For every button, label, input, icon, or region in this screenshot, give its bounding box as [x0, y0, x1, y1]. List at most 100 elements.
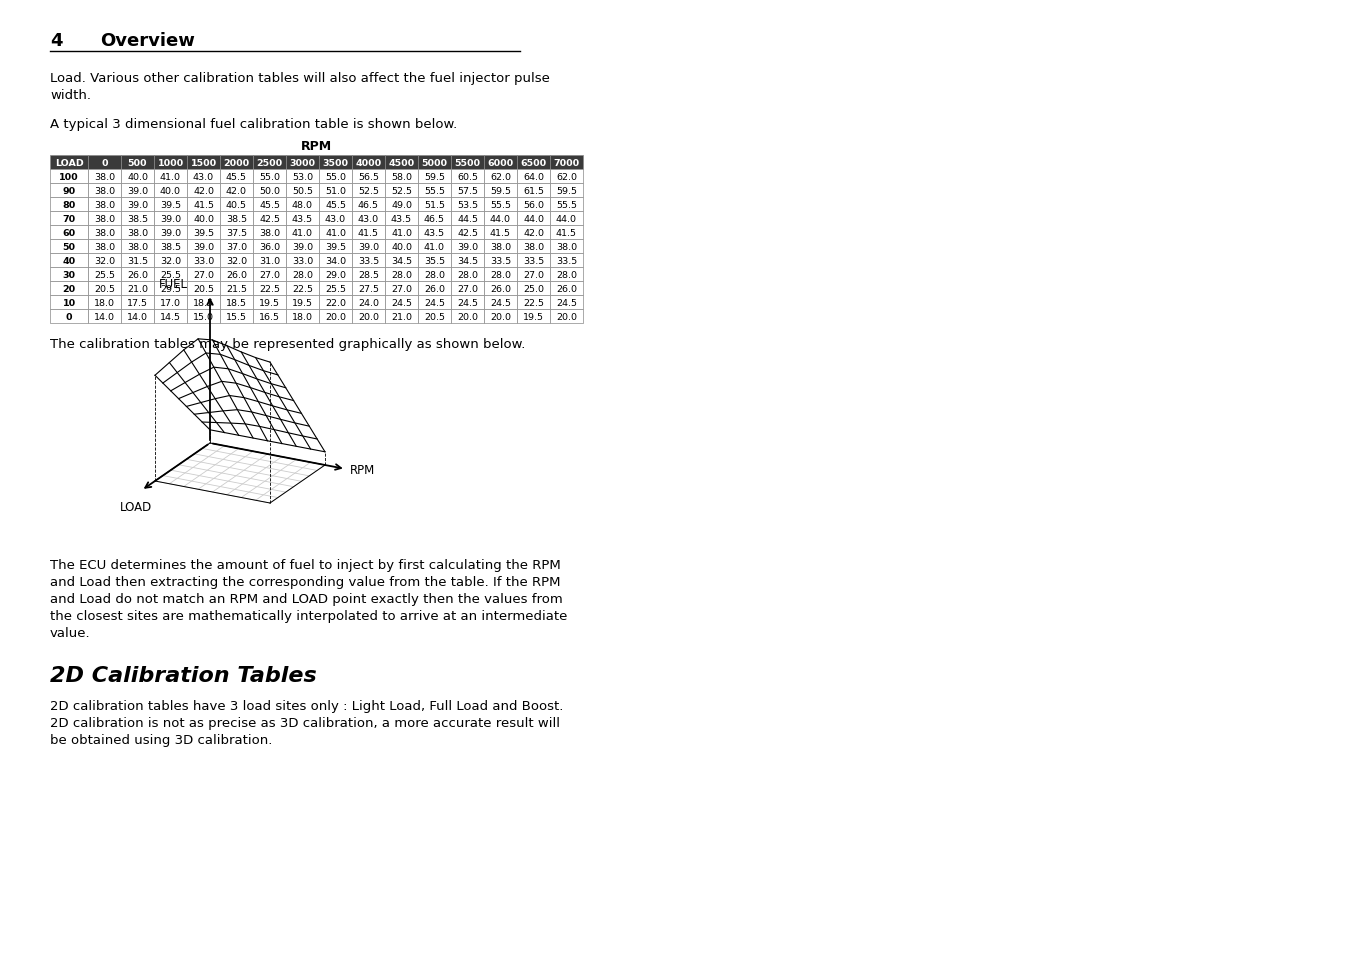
Text: 39.0: 39.0 — [159, 214, 181, 223]
Text: 53.5: 53.5 — [457, 200, 478, 210]
Bar — [353, 170, 385, 184]
Text: 2500: 2500 — [257, 158, 282, 168]
Bar — [88, 184, 122, 198]
Text: 14.5: 14.5 — [159, 313, 181, 321]
Bar — [484, 170, 517, 184]
Text: 18.5: 18.5 — [193, 298, 213, 307]
Bar — [286, 282, 319, 295]
Bar — [122, 295, 154, 310]
Bar — [154, 310, 186, 324]
Text: 39.0: 39.0 — [457, 242, 478, 252]
Bar — [417, 268, 451, 282]
Text: 42.0: 42.0 — [523, 229, 544, 237]
Text: 34.0: 34.0 — [326, 256, 346, 265]
Bar — [286, 295, 319, 310]
Bar — [122, 198, 154, 212]
Text: 46.5: 46.5 — [424, 214, 444, 223]
Text: 2D Calibration Tables: 2D Calibration Tables — [50, 665, 316, 685]
Bar — [319, 212, 353, 226]
Text: 41.5: 41.5 — [557, 229, 577, 237]
Text: 52.5: 52.5 — [390, 186, 412, 195]
Text: 19.5: 19.5 — [259, 298, 280, 307]
Text: 41.0: 41.0 — [424, 242, 444, 252]
Bar — [220, 226, 253, 240]
Bar — [385, 170, 417, 184]
Bar — [50, 198, 88, 212]
Bar — [220, 156, 253, 170]
Bar — [186, 295, 220, 310]
Text: 38.0: 38.0 — [557, 242, 577, 252]
Text: 500: 500 — [128, 158, 147, 168]
Bar — [50, 156, 88, 170]
Bar — [253, 240, 286, 253]
Text: and Load then extracting the corresponding value from the table. If the RPM: and Load then extracting the correspondi… — [50, 576, 561, 588]
Text: 15.0: 15.0 — [193, 313, 213, 321]
Text: 40.0: 40.0 — [390, 242, 412, 252]
Bar — [286, 240, 319, 253]
Text: 60.5: 60.5 — [457, 172, 478, 181]
Text: 26.0: 26.0 — [557, 284, 577, 294]
Bar — [88, 170, 122, 184]
Bar — [484, 253, 517, 268]
Text: 22.5: 22.5 — [523, 298, 544, 307]
Bar — [319, 226, 353, 240]
Text: 38.0: 38.0 — [95, 242, 115, 252]
Bar — [385, 212, 417, 226]
Text: 21.0: 21.0 — [390, 313, 412, 321]
Text: 38.5: 38.5 — [159, 242, 181, 252]
Text: 28.0: 28.0 — [424, 271, 444, 279]
Text: 43.5: 43.5 — [292, 214, 313, 223]
Bar — [88, 295, 122, 310]
Text: 33.5: 33.5 — [358, 256, 380, 265]
Bar — [517, 226, 550, 240]
Bar — [50, 226, 88, 240]
Bar — [417, 184, 451, 198]
Text: 36.0: 36.0 — [259, 242, 280, 252]
Text: 43.5: 43.5 — [424, 229, 444, 237]
Bar — [385, 226, 417, 240]
Bar — [353, 156, 385, 170]
Text: 0: 0 — [101, 158, 108, 168]
Bar — [385, 295, 417, 310]
Text: 5000: 5000 — [422, 158, 447, 168]
Bar — [122, 268, 154, 282]
Text: 42.0: 42.0 — [193, 186, 213, 195]
Text: 38.0: 38.0 — [127, 242, 149, 252]
Bar — [550, 170, 584, 184]
Bar — [417, 240, 451, 253]
Text: 6500: 6500 — [520, 158, 547, 168]
Bar — [550, 212, 584, 226]
Text: 40.0: 40.0 — [127, 172, 149, 181]
Text: 27.0: 27.0 — [523, 271, 544, 279]
Text: 80: 80 — [62, 200, 76, 210]
Text: 4: 4 — [50, 32, 62, 50]
Bar — [484, 295, 517, 310]
Bar — [154, 295, 186, 310]
Text: 24.5: 24.5 — [557, 298, 577, 307]
Text: 32.0: 32.0 — [159, 256, 181, 265]
Text: 5500: 5500 — [454, 158, 481, 168]
Text: 1500: 1500 — [190, 158, 216, 168]
Bar — [517, 295, 550, 310]
Text: 55.0: 55.0 — [326, 172, 346, 181]
Bar — [122, 226, 154, 240]
Text: 44.5: 44.5 — [457, 214, 478, 223]
Bar — [451, 253, 484, 268]
Text: 41.0: 41.0 — [326, 229, 346, 237]
Text: 58.0: 58.0 — [390, 172, 412, 181]
Text: be obtained using 3D calibration.: be obtained using 3D calibration. — [50, 733, 273, 746]
Text: 39.0: 39.0 — [358, 242, 380, 252]
Text: 55.5: 55.5 — [424, 186, 444, 195]
Bar — [517, 184, 550, 198]
Text: 33.0: 33.0 — [193, 256, 213, 265]
Bar — [154, 282, 186, 295]
Text: 25.0: 25.0 — [523, 284, 544, 294]
Text: 16.5: 16.5 — [259, 313, 280, 321]
Text: 41.0: 41.0 — [159, 172, 181, 181]
Bar — [186, 310, 220, 324]
Text: width.: width. — [50, 89, 91, 102]
Bar — [186, 240, 220, 253]
Text: 55.5: 55.5 — [490, 200, 511, 210]
Bar — [385, 156, 417, 170]
Bar — [220, 268, 253, 282]
